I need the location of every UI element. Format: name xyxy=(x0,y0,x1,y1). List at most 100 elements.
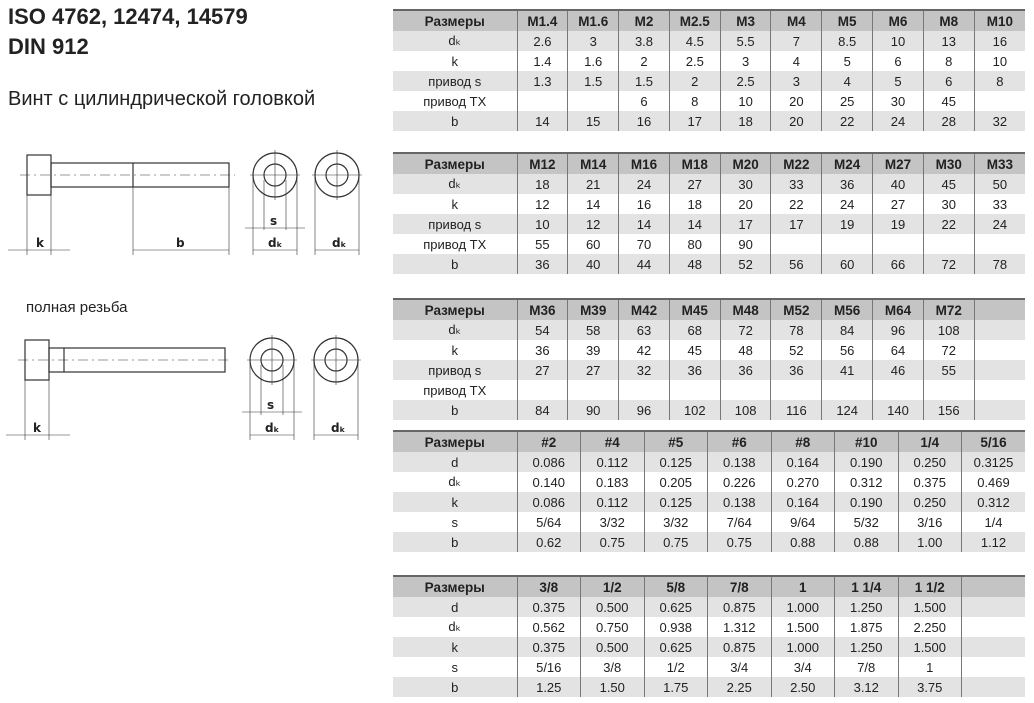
table-cell: 22 xyxy=(821,111,873,131)
table-cell: 32 xyxy=(618,360,670,380)
table-cell: 3 xyxy=(770,71,822,91)
table-cell: 0.086 xyxy=(516,492,581,512)
table-cell: 27 xyxy=(516,360,568,380)
table-cell: #6 xyxy=(707,431,771,452)
table-cell: 0.086 xyxy=(516,452,581,472)
size-table-1: Размеры M1.4 M1.6 M2 M2.5 M3 M4 M5 M6 M8 M10 dₖ 2.6 3… xyxy=(393,9,1025,131)
table-cell: 108 xyxy=(719,400,771,420)
table-cell xyxy=(516,91,568,111)
table-header: Размеры M36 M39 M42 M45 M48 M52 M56 M64 M72 xyxy=(393,299,1025,320)
table-cell: M42 xyxy=(618,299,670,320)
table-row: d 0.086 0.112 0.125 0.138 0.164 0.190 0.250 0.31… xyxy=(393,452,1025,472)
table-cell: 124 xyxy=(821,400,873,420)
table-cell: M48 xyxy=(719,299,771,320)
bolt-side-view-full-thread: k xyxy=(6,339,232,440)
table-cell xyxy=(872,234,924,254)
table-cell: 0.75 xyxy=(643,532,708,552)
table-cell: 5.5 xyxy=(719,31,771,51)
table-cell xyxy=(973,234,1025,254)
table-cell: 30 xyxy=(719,174,771,194)
table-cell: 70 xyxy=(618,234,670,254)
table-cell: 0.88 xyxy=(770,532,835,552)
table-cell: 0.938 xyxy=(643,617,708,637)
table-cell xyxy=(872,380,924,400)
row-label: k xyxy=(393,340,517,360)
table-cell: 0.625 xyxy=(643,597,708,617)
row-label: dₖ xyxy=(393,617,517,637)
table-cell: M5 xyxy=(821,10,873,31)
table-cell: 108 xyxy=(922,320,975,340)
row-label: привод s xyxy=(393,360,517,380)
table-cell: 0.75 xyxy=(707,532,771,552)
table-cell: 0.138 xyxy=(707,452,771,472)
table-cell: 78 xyxy=(770,320,822,340)
table-cell xyxy=(961,657,1025,677)
table-cell: 8 xyxy=(973,71,1025,91)
table-cell: 1.6 xyxy=(567,51,619,71)
table-cell: 6 xyxy=(872,51,924,71)
table-cell: M52 xyxy=(770,299,822,320)
table-cell: 0.270 xyxy=(770,472,835,492)
table-cell: 90 xyxy=(719,234,771,254)
table-cell: 2.25 xyxy=(707,677,771,697)
table-cell: M2.5 xyxy=(668,10,721,31)
table-cell xyxy=(516,380,568,400)
table-cell: 17 xyxy=(719,214,771,234)
din-title: DIN 912 xyxy=(8,34,89,59)
table-row: привод s 27 27 32 36 36 36 41 46 55 xyxy=(393,360,1025,380)
header-cell: Размеры xyxy=(393,153,517,174)
table-cell: 1 1/2 xyxy=(897,576,962,597)
table-row: b 14 15 16 17 18 20 22 24 28 32 xyxy=(393,111,1025,131)
table-cell: 5/8 xyxy=(643,576,708,597)
table-cell: 60 xyxy=(567,234,619,254)
table-cell: 2.6 xyxy=(516,31,568,51)
table-cell xyxy=(922,234,975,254)
table-cell: 27 xyxy=(872,194,924,214)
table-cell: 10 xyxy=(973,51,1025,71)
size-table-5: Размеры 3/8 1/2 5/8 7/8 1 1 1/4 1 1/2 d 0.375 0.50… xyxy=(393,575,1025,697)
table-cell: 4.5 xyxy=(668,31,721,51)
row-label: привод TX xyxy=(393,91,517,111)
row-label: привод TX xyxy=(393,234,517,254)
table-cell: M39 xyxy=(567,299,619,320)
standard-title: ISO 4762, 12474, 14579 xyxy=(8,4,248,29)
table-cell: 52 xyxy=(770,340,822,360)
hex-socket-end-view: s dₖ xyxy=(245,150,305,255)
hex-socket-end-view: s dₖ xyxy=(242,335,302,440)
table-cell: M24 xyxy=(821,153,873,174)
table-cell: 8.5 xyxy=(821,31,873,51)
dk-label: dₖ xyxy=(331,421,346,435)
table-cell: 0.469 xyxy=(961,472,1025,492)
row-label: dₖ xyxy=(393,174,517,194)
table-cell: 0.125 xyxy=(643,492,708,512)
table-cell: 18 xyxy=(668,194,721,214)
table-cell: 5/64 xyxy=(516,512,581,532)
table-cell: 42 xyxy=(618,340,670,360)
table-cell: 22 xyxy=(770,194,822,214)
table-cell: #4 xyxy=(580,431,644,452)
header-cell: Размеры xyxy=(393,10,517,31)
table-cell: 1/2 xyxy=(643,657,708,677)
table-row: dₖ 2.6 3 3.8 4.5 5.5 7 8.5 10 13 16 xyxy=(393,31,1025,51)
table-cell: M2 xyxy=(618,10,670,31)
table-cell: 3/8 xyxy=(580,657,644,677)
table-cell: 72 xyxy=(922,340,975,360)
row-label: k xyxy=(393,194,517,214)
torx-end-view: dₖ xyxy=(312,150,362,255)
table-cell: 48 xyxy=(668,254,721,274)
table-row: d 0.375 0.500 0.625 0.875 1.000 1.250 1.500 xyxy=(393,597,1025,617)
table-row: dₖ 54 58 63 68 72 78 84 96 108 xyxy=(393,320,1025,340)
table-cell: 9/64 xyxy=(770,512,835,532)
table-cell: 14 xyxy=(516,111,568,131)
table-cell: 3.8 xyxy=(618,31,670,51)
table-cell: 72 xyxy=(719,320,771,340)
table-cell: 39 xyxy=(567,340,619,360)
table-cell: 116 xyxy=(770,400,822,420)
table-cell: 1.500 xyxy=(897,637,962,657)
table-cell: 36 xyxy=(668,360,721,380)
table-cell: M1.6 xyxy=(567,10,619,31)
table-cell: 0.375 xyxy=(897,472,962,492)
table-cell: 1.4 xyxy=(516,51,568,71)
table-cell: 36 xyxy=(516,340,568,360)
table-cell: 28 xyxy=(922,111,975,131)
